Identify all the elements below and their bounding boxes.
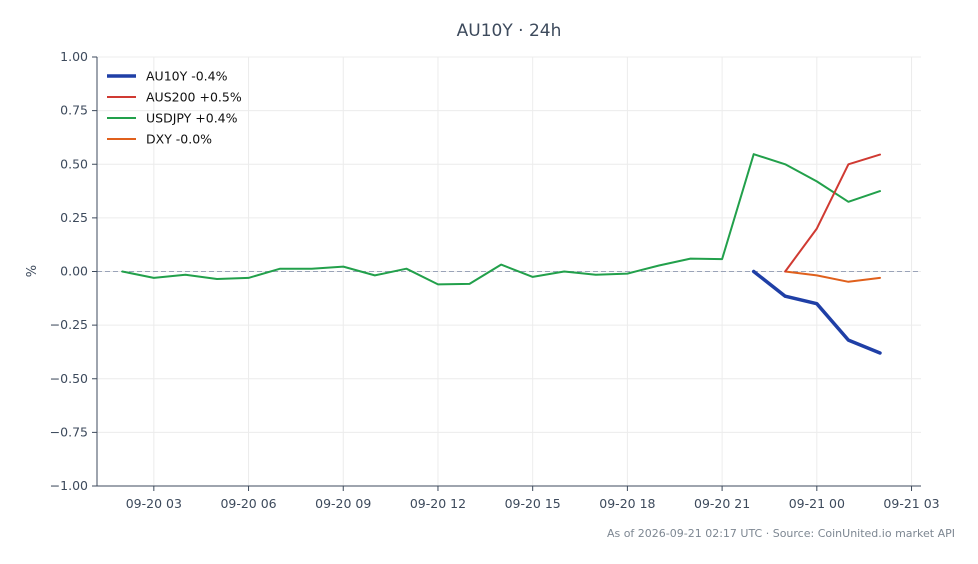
y-tick-label: 0.25	[60, 210, 88, 225]
x-tick-label: 09-20 12	[410, 496, 466, 511]
x-tick-label: 09-20 09	[315, 496, 371, 511]
legend: AU10Y -0.4% AUS200 +0.5% USDJPY +0.4% DXY -…	[107, 69, 242, 147]
series-line-usdjpy	[121, 153, 881, 286]
x-tick-label: 09-20 18	[599, 496, 655, 511]
legend-label: AU10Y -0.4%	[146, 69, 228, 84]
y-tick-label: 0.50	[60, 156, 88, 171]
y-tick-label: −1.00	[50, 478, 88, 493]
x-tick-label: 09-20 15	[505, 496, 561, 511]
legend-label: AUS200 +0.5%	[146, 90, 242, 105]
series-line-dxy	[784, 270, 881, 283]
y-tick-label: 1.00	[60, 49, 88, 64]
y-tick-label: −0.25	[50, 317, 88, 332]
x-tick-label: 09-21 03	[883, 496, 939, 511]
chart-title: AU10Y · 24h	[457, 21, 562, 41]
series-layer	[121, 153, 882, 355]
x-tick-label: 09-20 21	[694, 496, 750, 511]
legend-label: USDJPY +0.4%	[146, 111, 238, 126]
series-line-au10y	[751, 269, 882, 355]
y-tick-label: −0.50	[50, 371, 88, 386]
footer-note: As of 2026-09-21 02:17 UTC · Source: Coi…	[607, 527, 955, 540]
y-axis-label: %	[25, 265, 40, 277]
y-axis-ticks: 1.00 0.75 0.50 0.25 0.00 −0.25 −0.50 −0.75 −1.00	[50, 49, 97, 493]
x-tick-label: 09-20 06	[220, 496, 276, 511]
y-tick-label: −0.75	[50, 424, 88, 439]
y-tick-label: 0.75	[60, 103, 88, 118]
legend-label: DXY -0.0%	[146, 132, 212, 147]
x-tick-label: 09-21 00	[789, 496, 845, 511]
x-tick-label: 09-20 03	[126, 496, 182, 511]
series-line-aus200	[784, 153, 881, 273]
x-axis-ticks: 09-20 03 09-20 06 09-20 09 09-20 12 09-20 15…	[126, 486, 940, 511]
y-tick-label: 0.00	[60, 264, 88, 279]
